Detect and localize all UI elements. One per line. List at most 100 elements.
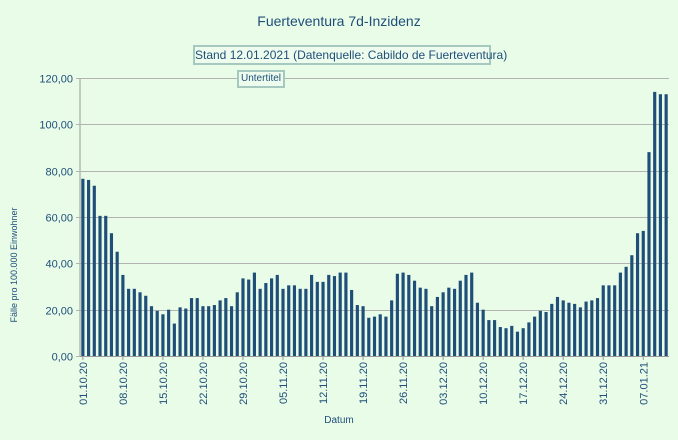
y-tick-label: 100,00 — [39, 120, 73, 132]
bar — [138, 292, 142, 356]
x-tick-label: 26.11.20 — [398, 362, 410, 404]
bar — [355, 305, 359, 356]
x-tick-label: 22.10.20 — [198, 362, 210, 405]
bar — [149, 306, 154, 356]
bar — [184, 308, 188, 356]
bar — [332, 276, 337, 356]
bar — [595, 298, 600, 356]
bar — [218, 300, 222, 356]
bar — [298, 288, 302, 356]
bar — [229, 306, 234, 356]
subtitle-placeholder[interactable]: Untertitel — [237, 70, 286, 88]
bar — [109, 233, 114, 356]
bar — [338, 272, 342, 356]
bar — [407, 274, 411, 356]
bar — [658, 94, 662, 356]
bar — [247, 279, 251, 356]
bar — [270, 278, 274, 356]
bar — [613, 285, 617, 356]
bar — [361, 306, 365, 356]
bar — [441, 292, 445, 356]
x-tick-label: 08.10.20 — [118, 362, 130, 405]
bar — [258, 288, 262, 356]
bar — [241, 278, 245, 356]
bar — [510, 325, 514, 356]
bar — [367, 317, 371, 356]
bar — [498, 327, 502, 356]
x-tick-label: 03.12.20 — [438, 362, 450, 405]
bar — [395, 273, 399, 356]
x-tick-label: 07.01.21 — [638, 362, 650, 405]
bar — [544, 311, 548, 356]
bar — [635, 233, 640, 356]
bar — [452, 288, 457, 356]
bar — [607, 285, 611, 356]
bar — [618, 272, 622, 356]
y-tick-label: 40,00 — [45, 259, 73, 271]
bar — [527, 322, 531, 356]
bar — [315, 281, 319, 356]
x-tick-label: 01.10.20 — [78, 362, 90, 405]
bar — [493, 320, 497, 356]
bar — [292, 285, 297, 356]
bars — [81, 91, 668, 357]
chart-subtitle[interactable]: Stand 12.01.2021 (Datenquelle: Cabildo d… — [193, 45, 507, 65]
bar — [521, 328, 525, 356]
bar — [424, 288, 428, 356]
x-tick-labels: 01.10.20 08.10.20 15.10.20 22.10.20 29.10.20… — [78, 356, 669, 405]
bar — [555, 296, 560, 356]
bar — [264, 283, 268, 356]
bar — [584, 301, 588, 356]
bar — [189, 298, 194, 356]
bar — [350, 289, 354, 356]
bar — [378, 314, 382, 356]
bar — [624, 266, 628, 356]
x-tick-label: 29.10.20 — [238, 362, 250, 405]
bar — [430, 306, 434, 356]
bar — [515, 331, 520, 356]
bar — [533, 316, 537, 356]
bar — [127, 288, 131, 356]
bar — [224, 298, 228, 356]
bar — [155, 310, 159, 356]
bar — [144, 295, 148, 356]
bar — [235, 292, 239, 356]
x-tick-label: 05.11.20 — [278, 362, 290, 404]
x-tick-label: 31.12.20 — [598, 362, 610, 405]
bar — [647, 152, 651, 356]
bar — [161, 314, 165, 356]
bar — [578, 307, 582, 356]
y-axis-label: Fälle pro 100.000 Einwohner — [9, 207, 19, 323]
bar — [401, 272, 405, 356]
bar — [201, 306, 205, 356]
bar — [390, 300, 394, 356]
bar — [590, 300, 594, 356]
bar — [475, 302, 480, 356]
bar — [92, 185, 96, 356]
bar — [435, 296, 439, 356]
bar — [81, 178, 85, 356]
bar — [207, 306, 211, 356]
bar — [321, 281, 325, 356]
bar — [418, 287, 422, 356]
bar — [567, 302, 571, 356]
bar — [344, 272, 348, 356]
bar — [412, 280, 417, 356]
y-tick-label: 20,00 — [45, 306, 73, 318]
bar — [447, 287, 451, 356]
bar — [550, 303, 554, 357]
x-axis-label: Datum — [324, 415, 354, 426]
bar — [87, 179, 91, 356]
bar — [601, 285, 605, 356]
bar — [281, 288, 285, 356]
bar — [275, 274, 279, 356]
x-tick-label: 10.12.20 — [478, 362, 490, 405]
bar — [653, 91, 657, 357]
bar — [212, 305, 216, 356]
bar — [470, 272, 474, 356]
bar — [172, 323, 176, 356]
bar — [252, 272, 256, 356]
y-tick-label: 60,00 — [45, 213, 73, 225]
x-tick-label: 24.12.20 — [558, 362, 570, 405]
